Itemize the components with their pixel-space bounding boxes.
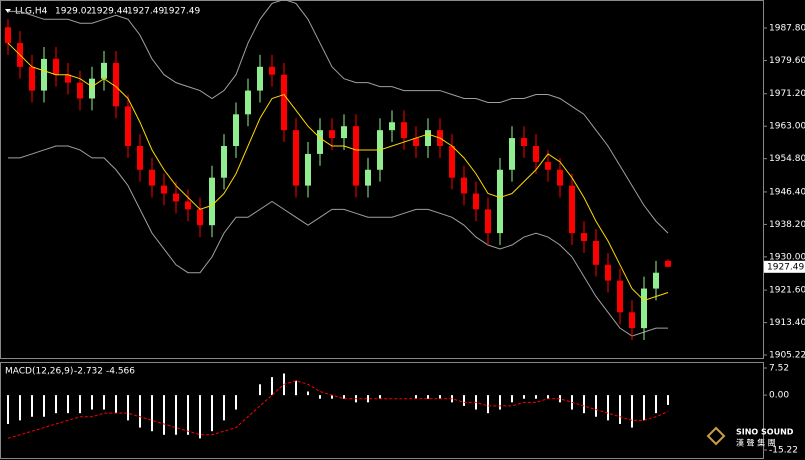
macd-title: MACD(12,26,9) <box>5 367 73 377</box>
candle-body <box>173 193 179 202</box>
candle-body <box>197 209 203 226</box>
current-price-label: 1927.49 <box>767 262 804 272</box>
y-tick-label: 1913.40 <box>769 318 805 328</box>
y-tick-label: 1930.00 <box>769 252 805 262</box>
macd-signal-value: -4.566 <box>106 367 135 377</box>
candle-body <box>245 90 251 115</box>
candle-body <box>293 130 299 186</box>
candle-body <box>449 146 455 178</box>
candle-body <box>161 185 167 194</box>
y-tick-label: 1987.80 <box>769 24 805 34</box>
candle-body <box>557 169 563 186</box>
candle-body <box>353 126 359 186</box>
candle-body <box>461 177 467 194</box>
candle-body <box>665 260 671 267</box>
logo: SINO SOUND 漢 聲 集 團 <box>706 426 794 448</box>
candle-body <box>221 146 227 178</box>
logo-subtitle: 漢 聲 集 團 <box>736 438 776 448</box>
candle-body <box>533 146 539 162</box>
candle-body <box>617 280 623 313</box>
close-value: 1927.49 <box>163 7 200 17</box>
macd-main-value: -2.732 <box>74 367 103 377</box>
y-tick-label: 1979.60 <box>769 56 805 66</box>
y-tick-label: 1946.40 <box>769 187 805 197</box>
candle-body <box>641 288 647 329</box>
candle-body <box>473 193 479 210</box>
high-value: 1929.44 <box>91 7 128 17</box>
candle-body <box>89 78 95 99</box>
candle-body <box>5 27 11 44</box>
candle-body <box>497 169 503 234</box>
candle-body <box>365 169 371 186</box>
y-tick-label: 7.52 <box>769 364 789 374</box>
candle-body <box>389 122 395 131</box>
bollinger-lower <box>8 145 668 337</box>
candle-body <box>257 66 263 91</box>
candle-body <box>29 66 35 91</box>
header: LLG,H4 1929.02 1929.44 1927.49 1927.49 <box>15 7 200 17</box>
candle-body <box>209 177 215 226</box>
y-tick-label: 1954.80 <box>769 154 805 164</box>
candle-body <box>233 114 239 147</box>
candle-body <box>605 264 611 281</box>
candle-body <box>329 130 335 139</box>
moving-average <box>7 42 669 302</box>
candle-body <box>53 58 59 75</box>
bollinger-upper <box>8 0 669 234</box>
candle-body <box>317 130 323 154</box>
logo-name: SINO SOUND <box>736 428 794 437</box>
candle-body <box>65 74 71 83</box>
y-tick-label: 1963.00 <box>769 122 805 132</box>
candle-body <box>593 241 599 265</box>
macd-panel-frame <box>0 362 764 459</box>
low-value: 1927.49 <box>127 7 164 17</box>
candle-body <box>41 58 47 91</box>
candle-body <box>569 185 575 234</box>
candle-body <box>581 233 587 242</box>
open-value: 1929.02 <box>55 7 92 17</box>
candle-body <box>485 209 491 234</box>
candle-body <box>305 153 311 186</box>
candle-body <box>341 126 347 139</box>
candle-body <box>125 106 131 147</box>
candle-body <box>401 122 407 139</box>
symbol: LLG,H4 <box>15 7 48 17</box>
candle-body <box>653 272 659 289</box>
y-tick-label: 1971.20 <box>769 89 805 99</box>
candle-body <box>101 62 107 79</box>
price-panel-frame <box>0 0 764 359</box>
logo-icon <box>706 426 726 446</box>
y-tick-label: 1938.20 <box>769 220 805 230</box>
y-tick-label: 1921.60 <box>769 286 805 296</box>
y-tick-label: 0.00 <box>769 391 789 401</box>
candle-body <box>509 138 515 170</box>
candle-body <box>425 130 431 147</box>
y-tick-label: 1905.22 <box>769 351 805 361</box>
candle-body <box>149 169 155 186</box>
candle-body <box>281 74 287 131</box>
candle-body <box>113 62 119 107</box>
y-tick-label: -15.22 <box>769 446 798 456</box>
candle-body <box>521 138 527 147</box>
current-price-box <box>764 260 805 273</box>
candle-body <box>77 82 83 99</box>
candle-body <box>629 312 635 329</box>
candle-body <box>137 146 143 170</box>
candle-body <box>413 138 419 147</box>
candle-body <box>269 66 275 75</box>
candle-body <box>545 161 551 170</box>
macd-signal <box>7 380 669 439</box>
candle-body <box>185 201 191 210</box>
